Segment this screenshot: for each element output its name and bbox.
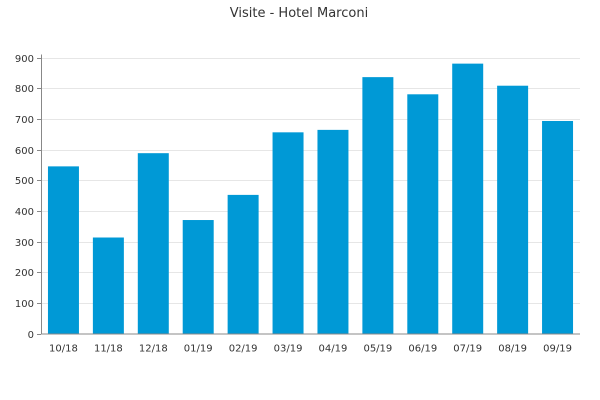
- bars: [47, 63, 574, 334]
- y-axis-ticks: 0 100 200 300 400 500 600 700 800 900: [15, 54, 41, 341]
- y-tick-label: 500: [15, 176, 34, 187]
- bar: [452, 63, 484, 334]
- x-tick-label: 10/18: [49, 344, 78, 355]
- x-tick-label: 06/19: [408, 344, 437, 355]
- bar: [92, 237, 124, 334]
- bar: [497, 85, 529, 334]
- x-tick-label: 11/18: [94, 344, 123, 355]
- x-tick-label: 09/19: [543, 344, 572, 355]
- y-tick-label: 600: [15, 146, 34, 157]
- x-tick-label: 12/18: [139, 344, 168, 355]
- x-tick-label: 02/19: [229, 344, 258, 355]
- x-tick-label: 04/19: [319, 344, 348, 355]
- gridlines: [41, 58, 580, 304]
- bar: [182, 220, 214, 334]
- x-tick-label: 07/19: [453, 344, 482, 355]
- bar: [542, 120, 574, 334]
- x-tick-label: 01/19: [184, 344, 213, 355]
- x-axis-ticks: 10/18 11/18 12/18 01/19 02/19 03/19 04/19 05/19…: [49, 344, 572, 355]
- bar: [137, 153, 169, 334]
- y-tick-label: 900: [15, 54, 34, 65]
- bar: [47, 166, 79, 334]
- bar: [227, 194, 259, 334]
- chart-title: Visite - Hotel Marconi: [230, 6, 368, 21]
- bar: [407, 94, 439, 334]
- bar: [272, 132, 304, 334]
- y-tick-label: 700: [15, 115, 34, 126]
- x-tick-label: 08/19: [498, 344, 527, 355]
- y-tick-label: 100: [15, 299, 34, 310]
- y-tick-label: 0: [28, 330, 34, 341]
- y-tick-label: 800: [15, 84, 34, 95]
- bar: [317, 129, 349, 334]
- y-tick-label: 200: [15, 268, 34, 279]
- x-tick-label: 05/19: [363, 344, 392, 355]
- y-tick-label: 400: [15, 207, 34, 218]
- axes: [41, 54, 580, 335]
- bar: [362, 77, 394, 334]
- x-tick-label: 03/19: [274, 344, 303, 355]
- y-tick-label: 300: [15, 238, 34, 249]
